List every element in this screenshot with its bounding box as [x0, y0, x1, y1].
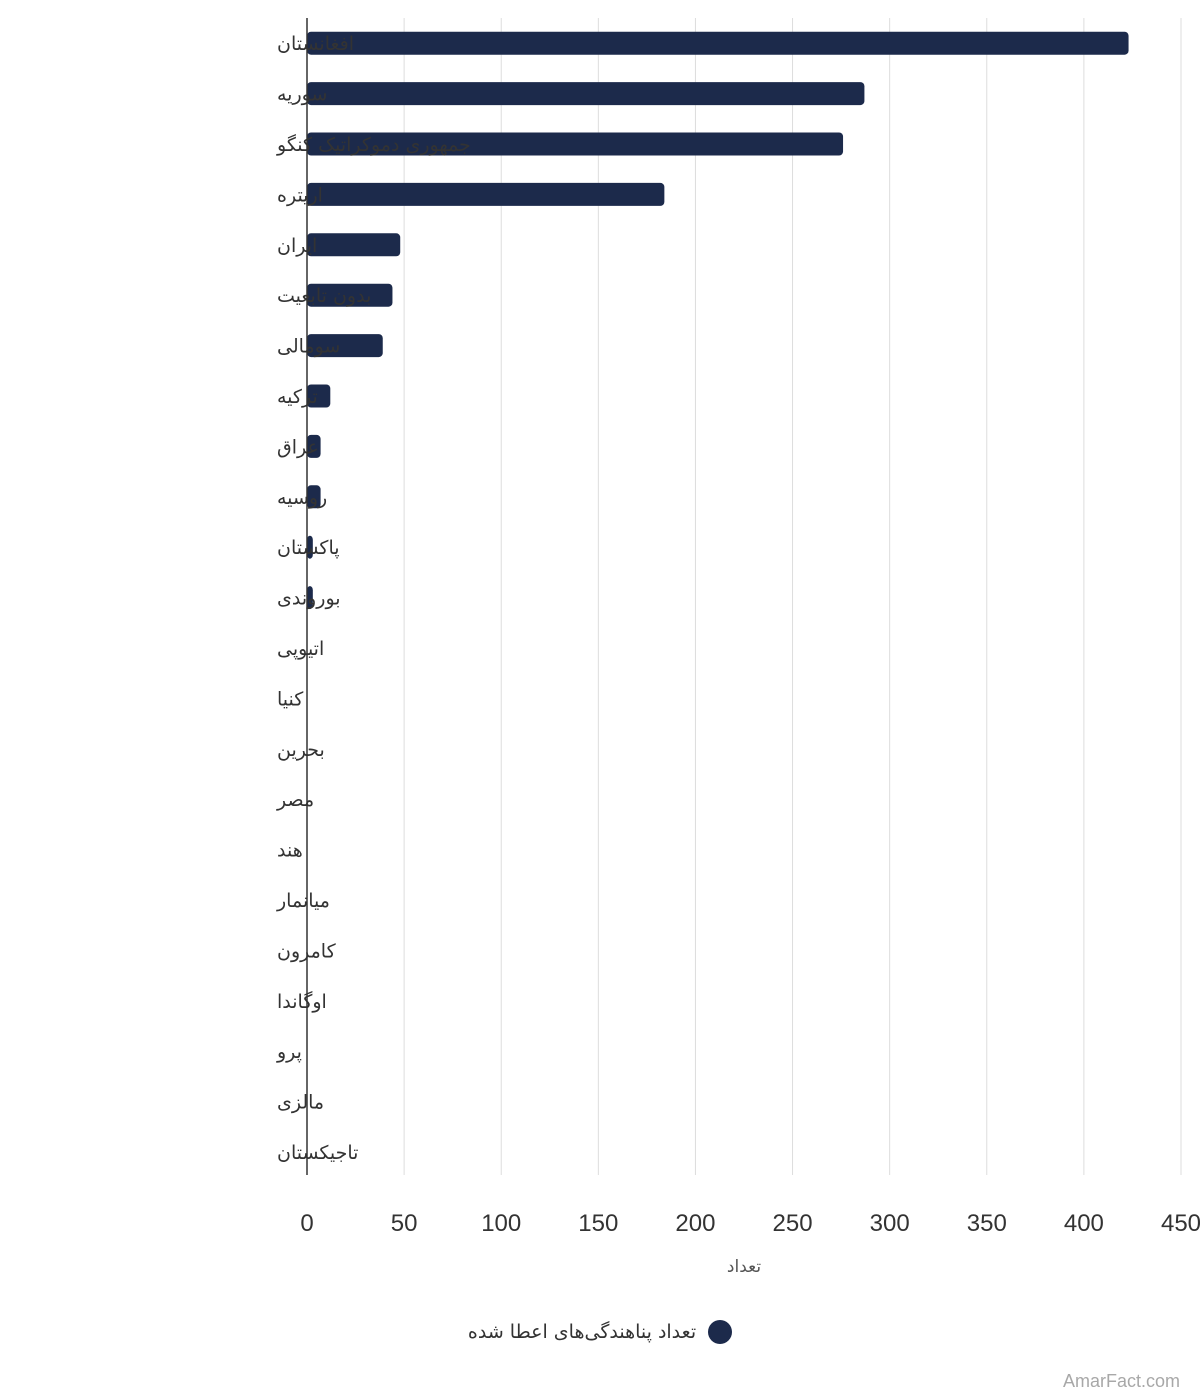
category-label: جمهوری دموکراتیک کنگو	[276, 133, 471, 156]
x-axis-title: تعداد	[727, 1257, 761, 1277]
x-tick-label: 450	[1161, 1210, 1200, 1237]
legend: تعداد پناهندگی‌های اعطا شده	[0, 1320, 1200, 1344]
legend-marker	[708, 1320, 733, 1344]
category-label: کامرون	[277, 940, 337, 962]
category-label: افغانستان	[277, 33, 354, 55]
category-label: اوگاندا	[277, 990, 327, 1013]
category-label: تاجیکستان	[277, 1142, 358, 1164]
x-tick-label: 150	[578, 1210, 618, 1237]
bar	[307, 586, 313, 610]
x-tick-label: 50	[391, 1210, 418, 1237]
bar	[307, 384, 331, 408]
x-tick-label: 400	[1064, 1210, 1104, 1237]
category-label: عراق	[277, 436, 319, 458]
category-label: مالزی	[277, 1092, 324, 1114]
category-label: بوروندی	[277, 588, 341, 610]
category-labels: افغانستان سوریه جمهوری دموکراتیک کنگو اریتر…	[276, 33, 471, 1164]
x-tick-label: 350	[967, 1210, 1007, 1237]
legend-label: تعداد پناهندگی‌های اعطا شده	[467, 1321, 697, 1343]
bar	[307, 535, 313, 559]
x-tick-labels: 0 50 100 150 200 250 300 350 400 450	[300, 1210, 1200, 1237]
bar	[307, 182, 665, 206]
category-label: هند	[277, 840, 303, 862]
category-label: اتیوپی	[277, 638, 324, 660]
category-label: اریتره	[277, 184, 323, 206]
bar	[307, 334, 383, 358]
bar	[307, 132, 844, 156]
category-label: ایران	[277, 235, 317, 257]
category-label: سومالی	[277, 336, 340, 358]
bar	[307, 233, 401, 257]
category-label: ترکیه	[277, 386, 318, 408]
watermark: AmarFact.com	[1062, 1371, 1180, 1391]
bars	[307, 31, 1129, 610]
category-label: میانمار	[276, 890, 330, 912]
category-label: کنیا	[277, 688, 304, 710]
category-label: بدون تابعیت	[277, 285, 371, 307]
bar	[307, 283, 393, 307]
category-label: مصر	[276, 789, 314, 811]
category-label: بحرین	[277, 739, 325, 761]
x-tick-label: 300	[870, 1210, 910, 1237]
bar	[307, 434, 321, 458]
x-tick-label: 200	[675, 1210, 715, 1237]
category-label: پاکستان	[277, 537, 340, 559]
bar	[307, 82, 865, 106]
category-label: سوریه	[277, 84, 327, 106]
gridlines	[403, 18, 1182, 1175]
bar	[307, 31, 1129, 55]
category-label: روسیه	[277, 487, 327, 509]
bar-chart: افغانستان سوریه جمهوری دموکراتیک کنگو اریتر…	[276, 18, 1200, 1277]
x-tick-label: 0	[300, 1210, 313, 1237]
category-label: پرو	[276, 1041, 302, 1063]
bar	[307, 485, 321, 509]
x-tick-label: 250	[773, 1210, 813, 1237]
x-tick-label: 100	[481, 1210, 521, 1237]
